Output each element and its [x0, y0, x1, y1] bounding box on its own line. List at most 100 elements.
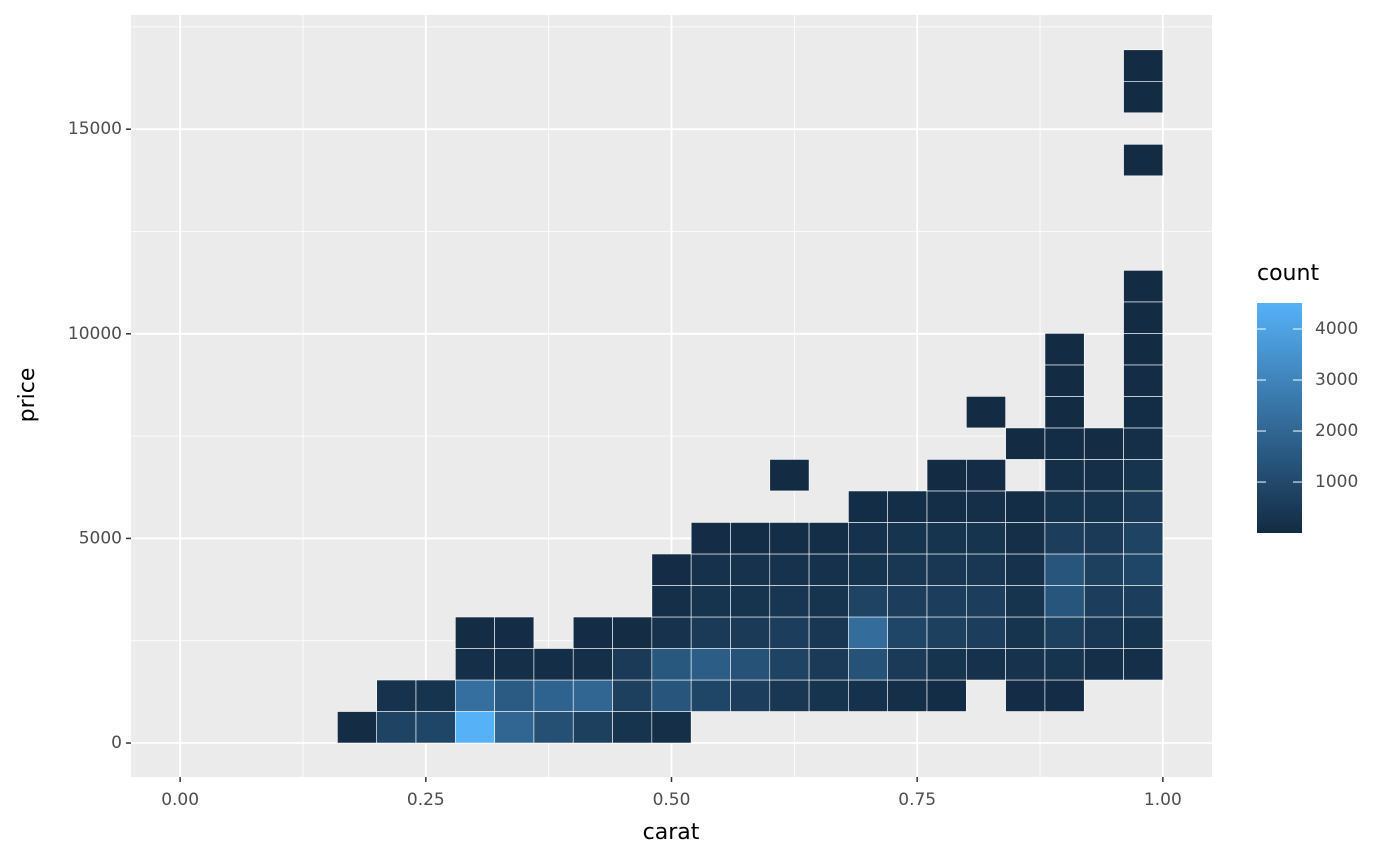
bin	[1123, 427, 1164, 460]
bin	[651, 679, 692, 712]
bin	[848, 648, 889, 681]
bin	[572, 679, 613, 712]
bin	[1005, 679, 1046, 712]
bin	[1044, 459, 1085, 492]
bin	[494, 679, 535, 712]
bin	[1083, 553, 1124, 586]
x-tick-label: 1.00	[1144, 790, 1182, 810]
bin	[690, 585, 731, 618]
bin	[926, 585, 967, 618]
bin	[966, 585, 1006, 618]
bin	[808, 553, 849, 586]
bin	[494, 648, 535, 681]
bin	[1083, 585, 1124, 618]
bin	[612, 679, 653, 712]
bin	[769, 679, 810, 712]
bin	[1044, 553, 1085, 586]
legend-tick-label: 2000	[1315, 421, 1358, 441]
bin	[1123, 490, 1164, 523]
bin	[769, 553, 810, 586]
bin	[966, 616, 1006, 649]
bin	[1044, 490, 1085, 523]
bin	[1123, 301, 1164, 334]
bin	[533, 648, 574, 681]
x-tick-label: 0.50	[653, 790, 691, 810]
bin	[1083, 427, 1124, 460]
bin	[769, 585, 810, 618]
bin	[533, 679, 574, 712]
y-axis-title: price	[15, 368, 40, 423]
bin	[926, 648, 967, 681]
bin	[1044, 333, 1085, 366]
bin	[1123, 648, 1164, 681]
bin	[966, 396, 1006, 429]
bin	[808, 616, 849, 649]
y-tick-label: 0	[111, 733, 122, 753]
bin	[690, 679, 731, 712]
bin	[1044, 522, 1085, 555]
bin	[769, 648, 810, 681]
bin	[848, 553, 889, 586]
bin	[1044, 648, 1085, 681]
bin	[887, 616, 928, 649]
bin	[887, 585, 928, 618]
bin	[454, 616, 495, 649]
colorbar	[1257, 303, 1302, 533]
bin	[651, 616, 692, 649]
bin	[769, 459, 810, 492]
bin	[848, 585, 889, 618]
bin	[1005, 490, 1046, 523]
bin	[1083, 522, 1124, 555]
bin	[415, 711, 456, 744]
y-tick-label: 15000	[68, 119, 122, 139]
bin	[494, 711, 535, 744]
bin	[1123, 364, 1164, 397]
legend-title: count	[1257, 261, 1319, 286]
bin	[966, 459, 1006, 492]
bin	[1083, 459, 1124, 492]
bin	[690, 616, 731, 649]
bin	[1005, 522, 1046, 555]
bin	[1123, 459, 1164, 492]
bin	[1123, 553, 1164, 586]
bin	[730, 648, 771, 681]
bin	[572, 711, 613, 744]
bin	[730, 522, 771, 555]
bin	[454, 679, 495, 712]
bin	[926, 679, 967, 712]
y-tick-label: 10000	[68, 324, 122, 344]
bin	[887, 648, 928, 681]
bin	[612, 648, 653, 681]
bin	[966, 522, 1006, 555]
bin	[926, 490, 967, 523]
bin	[651, 553, 692, 586]
bin	[808, 679, 849, 712]
bin	[887, 553, 928, 586]
bin	[966, 648, 1006, 681]
bin	[1123, 396, 1164, 429]
x-tick-label: 0.00	[161, 790, 199, 810]
legend-tick-label: 4000	[1315, 319, 1358, 339]
bin	[1044, 616, 1085, 649]
bin	[730, 679, 771, 712]
bin	[848, 490, 889, 523]
bin	[1123, 585, 1164, 618]
bin	[808, 522, 849, 555]
bin	[1044, 396, 1085, 429]
bin	[1083, 616, 1124, 649]
bin	[769, 522, 810, 555]
bin	[1005, 553, 1046, 586]
bin	[651, 648, 692, 681]
x-tick-label: 0.25	[407, 790, 445, 810]
bin	[769, 616, 810, 649]
bin	[612, 616, 653, 649]
bin	[533, 711, 574, 744]
bin	[848, 616, 889, 649]
bin	[1083, 490, 1124, 523]
bin	[1044, 679, 1085, 712]
bin	[848, 522, 889, 555]
bin	[1044, 427, 1085, 460]
bin	[612, 711, 653, 744]
bin	[572, 648, 613, 681]
bin	[415, 679, 456, 712]
